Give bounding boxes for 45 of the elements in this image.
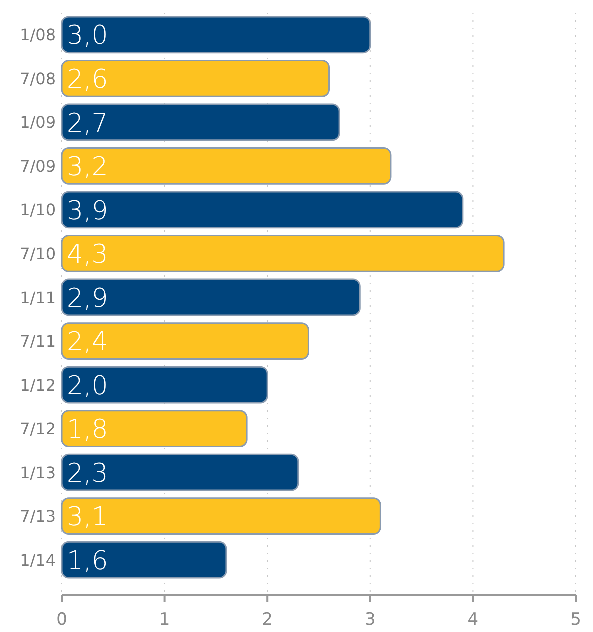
bar [61, 104, 340, 142]
x-tick-label: 4 [468, 610, 479, 630]
data-label: 2,7 [67, 108, 108, 139]
data-label: 2,3 [67, 458, 108, 489]
y-tick-label: 1/08 [20, 26, 56, 45]
y-tick-label: 7/12 [20, 420, 56, 439]
y-tick-label: 1/10 [20, 200, 56, 220]
bar [61, 454, 300, 492]
y-tick-label: 7/10 [20, 244, 56, 264]
data-label: 2,6 [67, 65, 108, 96]
data-label: 3,0 [67, 21, 108, 52]
y-tick-label: 7/08 [20, 69, 56, 88]
y-tick-label: 7/13 [20, 507, 56, 526]
data-label: 1,8 [67, 415, 108, 446]
bar [61, 278, 361, 316]
data-label: 4,3 [67, 240, 108, 270]
bar [61, 410, 248, 448]
bar [61, 498, 382, 536]
bar [61, 541, 228, 579]
x-tick-label: 0 [56, 610, 68, 630]
bar [61, 366, 268, 404]
x-tick-label: 2 [262, 610, 274, 630]
data-label: 2,9 [67, 284, 108, 314]
x-tick-label: 5 [570, 610, 582, 630]
data-label: 2,0 [67, 371, 108, 402]
y-tick-label: 7/11 [20, 332, 56, 352]
data-label: 3,9 [67, 196, 108, 226]
y-tick-label: 1/11 [20, 288, 56, 308]
bar [61, 16, 372, 54]
y-tick-label: 1/12 [20, 376, 56, 395]
bar [61, 322, 310, 360]
y-tick-label: 7/09 [20, 156, 56, 176]
bar [61, 235, 505, 272]
bar [61, 191, 464, 229]
data-label: 3,1 [67, 502, 108, 533]
y-tick-label: 1/13 [20, 463, 56, 482]
bar [61, 60, 330, 98]
x-tick-label: 3 [364, 610, 376, 630]
y-tick-label: 1/14 [20, 550, 56, 570]
data-label: 1,6 [67, 546, 108, 576]
data-label: 3,2 [67, 152, 108, 183]
data-label: 2,4 [67, 328, 108, 358]
bar [61, 147, 392, 185]
y-tick-label: 1/09 [20, 113, 56, 132]
x-tick-label: 1 [159, 610, 170, 630]
